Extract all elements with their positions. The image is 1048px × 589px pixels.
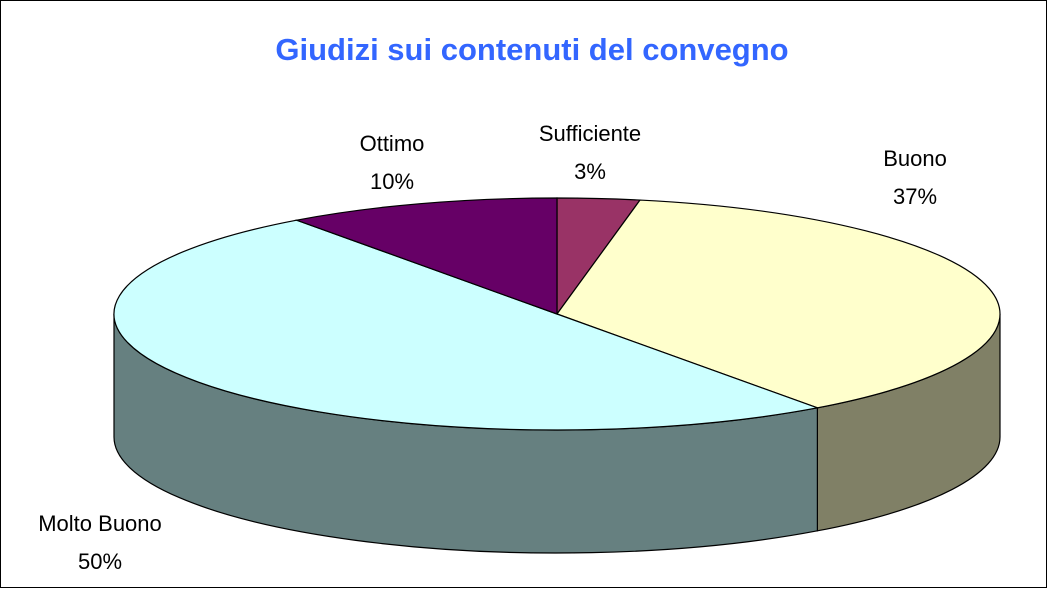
slice (556, 199, 1001, 409)
chart-title: Giudizi sui contenuti del convegno (275, 32, 788, 67)
slice-label: Ottimo (360, 131, 425, 156)
slice-label: Buono (883, 146, 947, 171)
slice-value-label: 37% (893, 184, 937, 209)
slice (113, 219, 820, 431)
slice-value-label: 3% (574, 159, 606, 184)
slice-label: Molto Buono (38, 511, 162, 536)
slice-value-label: 10% (370, 169, 414, 194)
slice (294, 197, 558, 315)
slice-value-label: 50% (78, 549, 122, 574)
slice-label: Sufficiente (539, 121, 641, 146)
